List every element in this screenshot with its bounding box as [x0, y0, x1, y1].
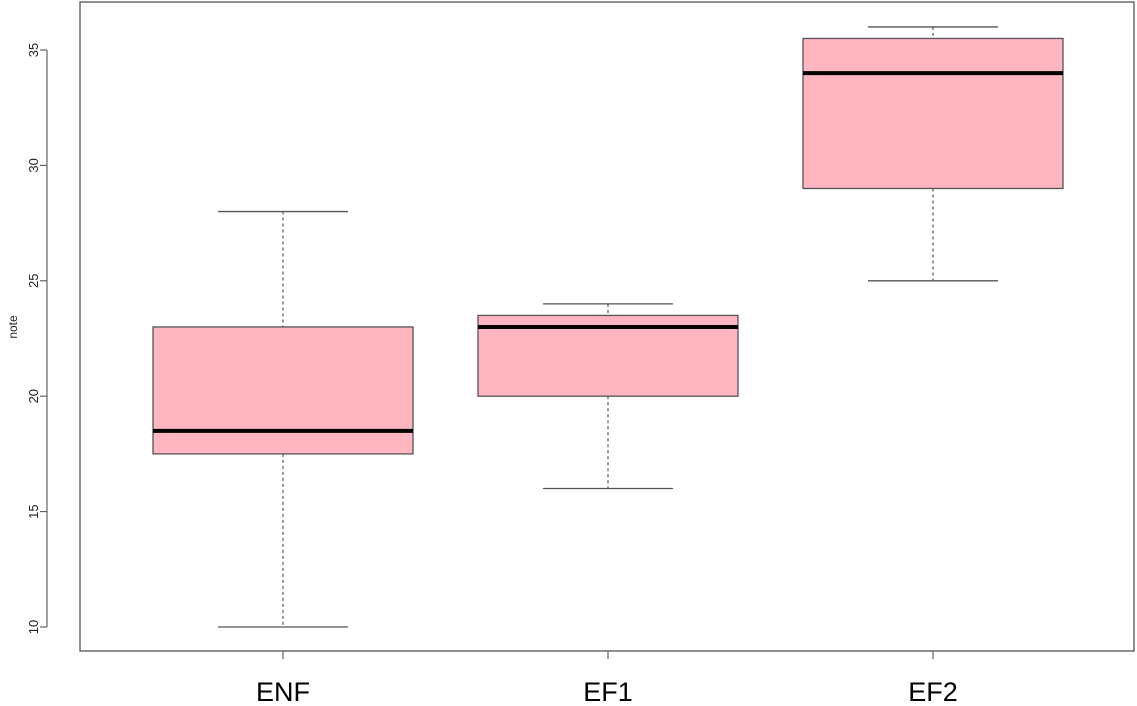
y-tick-label: 35	[26, 43, 41, 57]
plot-area	[79, 1, 1135, 652]
y-tick-label: 30	[26, 158, 41, 172]
x-tick-label: EF1	[583, 677, 633, 706]
y-tick-label: 20	[26, 389, 41, 403]
y-axis-label: note	[6, 315, 20, 339]
box-group	[152, 210, 414, 628]
x-axis: ENF EF1 EF2	[256, 650, 958, 706]
box-group	[477, 303, 739, 490]
iqr-box	[152, 326, 414, 455]
y-tick-label: 15	[26, 504, 41, 518]
y-tick-label: 25	[26, 274, 41, 288]
y-tick-label: 10	[26, 620, 41, 634]
y-axis: 10 15 20 25 30 35	[26, 43, 48, 634]
box-group	[802, 26, 1064, 282]
x-tick-label: EF2	[908, 677, 958, 706]
iqr-box	[802, 37, 1064, 190]
x-tick-label: ENF	[256, 677, 310, 706]
